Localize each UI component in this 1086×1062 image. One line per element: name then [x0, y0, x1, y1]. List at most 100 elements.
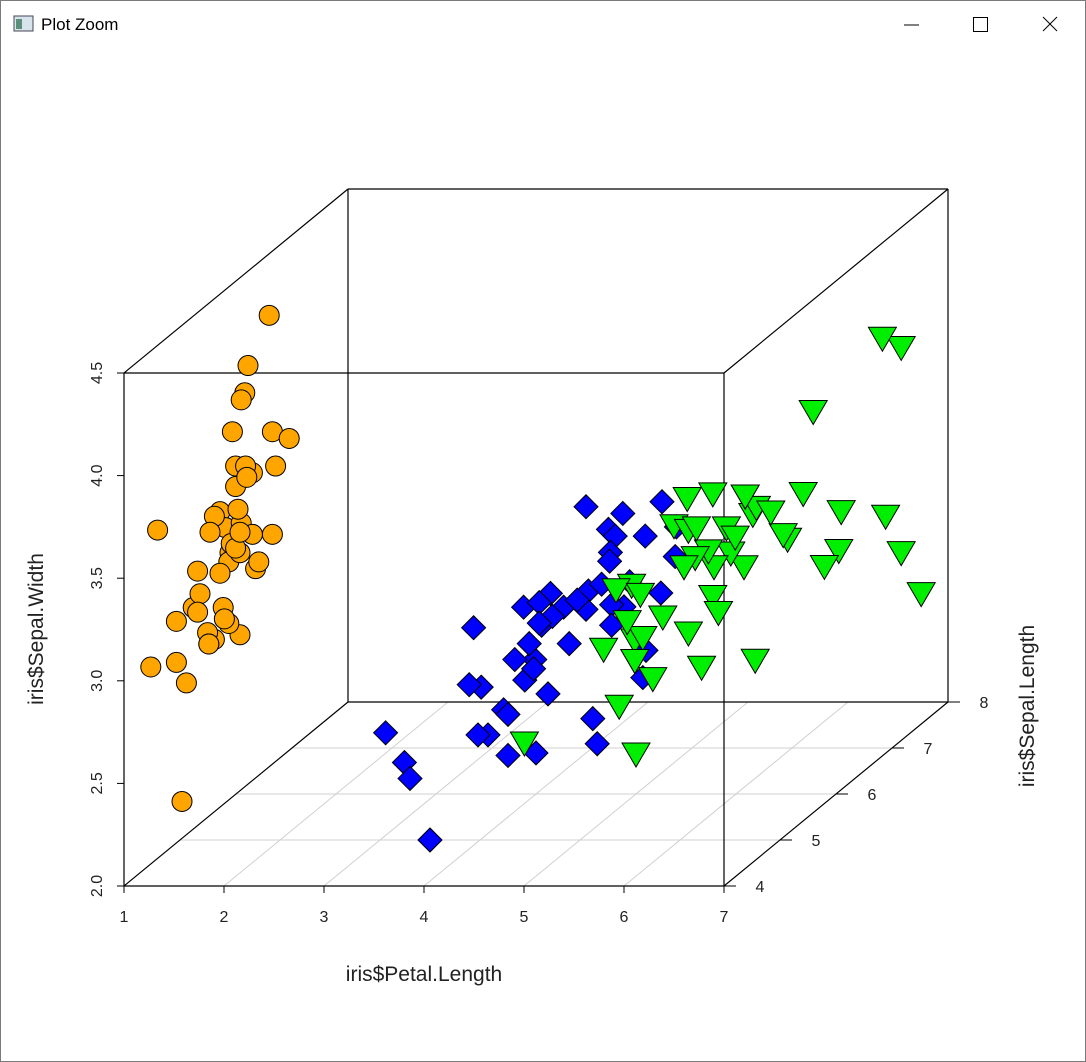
point	[740, 648, 771, 675]
point	[637, 667, 668, 693]
point	[697, 482, 728, 508]
z-tick-label: 4	[756, 879, 765, 896]
z-tick-label: 8	[980, 695, 989, 712]
point	[730, 484, 761, 511]
point	[823, 539, 854, 565]
plot-3d: 1 2 3 4 5 6 7 2.0 2.5 3.0 3.5 4.0 4.5 4 5 6 7 8 iris$Petal…	[25, 188, 1039, 986]
close-button[interactable]	[1025, 5, 1075, 43]
point	[584, 731, 610, 757]
point	[619, 649, 650, 675]
box-edge	[723, 188, 949, 374]
point	[612, 610, 643, 636]
y-tick-label: 4.0	[89, 464, 106, 486]
point	[248, 551, 270, 573]
point	[397, 765, 423, 792]
y-tick-label: 2.0	[89, 875, 106, 897]
point	[198, 633, 220, 655]
point	[601, 578, 631, 604]
x-tick-label: 7	[720, 909, 729, 926]
point	[867, 326, 898, 353]
point	[681, 516, 712, 542]
y-tick-label: 3.0	[89, 670, 106, 692]
point	[199, 521, 221, 543]
point	[456, 671, 482, 698]
point	[755, 500, 786, 526]
point	[564, 587, 590, 613]
z-tick-label: 5	[812, 833, 821, 850]
point	[596, 548, 623, 574]
point	[213, 608, 235, 630]
point	[140, 656, 162, 678]
point	[625, 582, 656, 609]
point	[535, 681, 561, 707]
y-axis-label: iris$Sepal.Width	[25, 553, 48, 705]
point	[573, 494, 599, 520]
point	[265, 455, 287, 477]
point	[826, 500, 857, 526]
x-tick-label: 4	[420, 909, 429, 926]
point	[768, 523, 799, 549]
point	[495, 742, 521, 769]
point	[189, 583, 211, 605]
point	[165, 651, 187, 673]
point	[647, 605, 678, 632]
point	[526, 610, 552, 636]
x-tick-label: 5	[520, 909, 529, 926]
point	[171, 790, 193, 812]
maximize-button[interactable]	[956, 5, 1006, 43]
point	[495, 701, 521, 728]
point	[627, 626, 658, 652]
minimize-button[interactable]	[886, 5, 936, 43]
point	[906, 582, 937, 608]
point	[556, 630, 582, 657]
point	[230, 389, 252, 411]
point	[673, 621, 704, 647]
point	[788, 482, 819, 508]
title-bar-graphics	[13, 5, 1075, 43]
point	[720, 525, 751, 552]
point	[261, 523, 283, 545]
point	[672, 487, 703, 513]
z-tick-label: 7	[924, 741, 933, 758]
point	[729, 555, 759, 581]
point	[610, 500, 636, 527]
point	[632, 523, 658, 549]
point	[621, 742, 651, 768]
window-title: Plot Zoom	[41, 15, 119, 34]
title-bar: Plot Zoom	[1, 1, 1085, 47]
point	[229, 521, 251, 543]
point	[520, 656, 547, 682]
point	[258, 304, 280, 326]
point	[649, 489, 675, 515]
point	[604, 694, 635, 721]
point	[580, 705, 606, 732]
x-axis-label: iris$Petal.Length	[346, 963, 502, 986]
point	[175, 672, 197, 694]
x-tick-label: 3	[320, 909, 329, 926]
point	[372, 720, 399, 746]
point	[798, 399, 829, 426]
point	[187, 560, 209, 582]
point	[509, 731, 540, 757]
z-axis-label: iris$Sepal.Length	[1016, 625, 1039, 787]
point	[209, 562, 231, 584]
point	[870, 504, 901, 531]
point	[147, 519, 169, 541]
point	[237, 355, 259, 377]
point	[465, 722, 491, 748]
point	[221, 421, 243, 443]
box-edge	[123, 701, 349, 887]
point	[417, 827, 443, 853]
x-tick-label: 6	[620, 909, 629, 926]
x-tick-label: 2	[220, 909, 229, 926]
app-icon-detail	[16, 19, 22, 29]
point	[278, 427, 300, 449]
x-tick-label: 1	[120, 909, 129, 926]
point	[227, 498, 249, 520]
point	[165, 610, 187, 632]
point	[460, 615, 487, 641]
point	[236, 466, 258, 488]
point	[809, 554, 840, 581]
y-tick-label: 3.5	[89, 567, 106, 589]
